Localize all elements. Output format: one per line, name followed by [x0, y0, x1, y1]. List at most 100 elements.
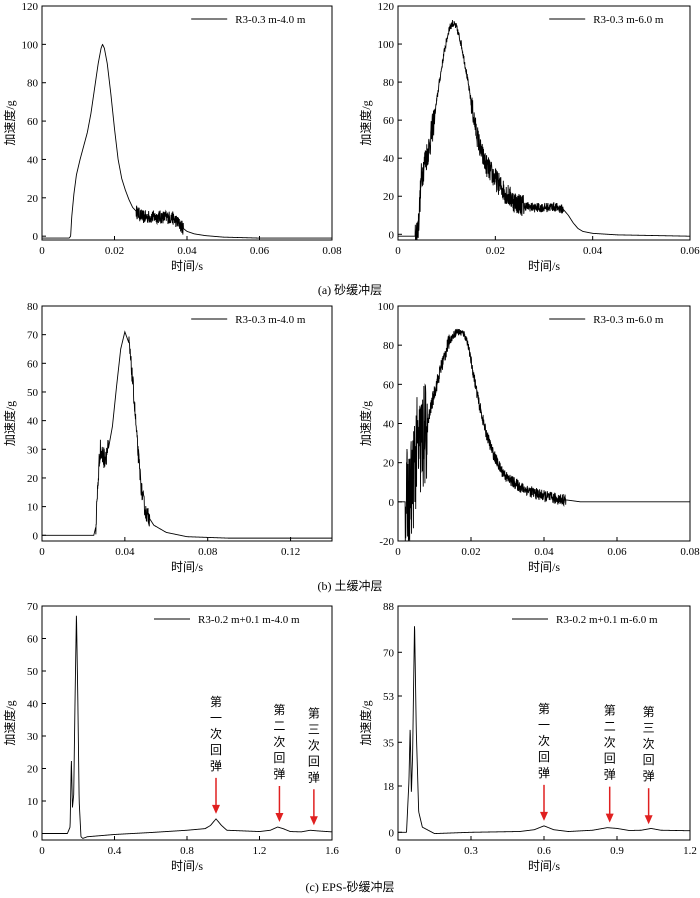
y-tick-label: 70 [27, 601, 39, 613]
annotation-arrow-head [605, 813, 614, 823]
rebound-annotation: 第二次回弹 [273, 703, 285, 781]
chart-panel-6: 0 0.3 0.6 0.9 1.2 0 18 35 53 70 88 时间/s 加速度/g R3-0.2 … [358, 601, 697, 873]
x-tick-label: 0.04 [177, 245, 197, 257]
x-axis-label: 时间/s [528, 560, 560, 574]
y-axis-label: 加速度/g [358, 401, 373, 446]
y-tick-label: 18 [383, 781, 395, 793]
x-tick-label: 0.02 [461, 546, 480, 558]
y-tick-label: 60 [383, 115, 395, 127]
y-tick-label: 40 [383, 153, 395, 165]
y-tick-label: 30 [27, 731, 39, 743]
x-tick-label: 0.3 [464, 845, 478, 857]
x-tick-label: 0.12 [281, 546, 300, 558]
y-tick-label: 40 [383, 419, 395, 431]
x-tick-label: 0.08 [198, 546, 218, 558]
rebound-annotation: 第三次回弹 [308, 706, 320, 784]
y-axis-label: 加速度/g [2, 700, 17, 745]
x-tick-label: 0 [39, 245, 45, 257]
y-tick-label: 60 [383, 379, 395, 391]
y-tick-label: 20 [383, 458, 395, 470]
annotation-arrow-head [540, 811, 548, 821]
y-tick-label: 60 [27, 358, 39, 370]
plot-frame [41, 305, 333, 542]
x-tick-label: 0.8 [180, 845, 194, 857]
y-axis-label: 加速度/g [2, 100, 17, 145]
y-tick-label: 120 [378, 1, 395, 13]
y-tick-label: 50 [27, 387, 39, 399]
x-axis-label: 时间/s [171, 560, 203, 574]
caption-b: (b) 土缓冲层 [318, 578, 383, 593]
y-tick-label: 40 [27, 154, 39, 166]
y-tick-label: 20 [27, 473, 39, 485]
series-line [398, 328, 690, 542]
x-tick-label: 0.08 [322, 245, 342, 257]
series-line [42, 43, 332, 239]
x-tick-label: 0.4 [108, 845, 122, 857]
y-tick-label: 60 [27, 116, 39, 128]
y-tick-label: 80 [27, 78, 39, 90]
caption-a: (a) 砂缓冲层 [318, 282, 382, 297]
y-tick-label: 60 [27, 634, 39, 646]
y-tick-label: 20 [383, 191, 395, 203]
x-tick-label: 0.06 [250, 245, 270, 257]
x-axis-label: 时间/s [528, 859, 560, 873]
x-tick-label: 0.02 [105, 245, 124, 257]
x-tick-label: 0.08 [680, 546, 700, 558]
y-axis-label: 加速度/g [358, 100, 373, 145]
x-tick-label: 0 [39, 845, 45, 857]
y-tick-label: 53 [383, 691, 395, 703]
y-tick-label: 0 [389, 827, 395, 839]
rebound-annotation: 第一次回弹 [538, 702, 550, 780]
legend-label: R3-0.2 m+0.1 m-6.0 m [556, 614, 658, 626]
x-axis-label: 时间/s [528, 259, 560, 273]
legend-label: R3-0.2 m+0.1 m-4.0 m [198, 614, 300, 626]
x-tick-label: 0.04 [115, 546, 135, 558]
series-line [398, 626, 690, 835]
legend-label: R3-0.3 m-6.0 m [593, 314, 664, 326]
x-axis-label: 时间/s [171, 259, 203, 273]
y-tick-label: 70 [383, 647, 395, 659]
caption-c: (c) EPS-砂缓冲层 [306, 879, 395, 894]
x-tick-label: 0.02 [486, 245, 505, 257]
y-tick-label: 40 [27, 699, 39, 711]
y-tick-label: 30 [27, 444, 39, 456]
y-tick-label: 88 [383, 601, 395, 613]
y-tick-label: 50 [27, 666, 39, 678]
x-tick-label: 1.6 [325, 845, 339, 857]
y-tick-label: 100 [378, 301, 395, 313]
chart-panel-1: 0 0.02 0.04 0.06 0.08 0 20 40 60 80 100 120 时间/s 加速度/… [2, 1, 342, 273]
x-tick-label: 0 [395, 245, 401, 257]
x-tick-label: 0.04 [583, 245, 603, 257]
x-tick-label: 0.6 [537, 845, 551, 857]
chart-panel-4: 0 0.02 0.04 0.06 0.08-20020406080100时间/s加速度/… [358, 301, 700, 574]
x-tick-label: 0 [39, 546, 45, 558]
rebound-annotation: 第一次回弹 [210, 695, 222, 773]
y-tick-label: 10 [27, 796, 39, 808]
y-tick-label: 20 [27, 764, 39, 776]
annotation-arrow-head [275, 813, 284, 822]
y-tick-label: -20 [379, 536, 394, 548]
y-tick-label: 0 [33, 829, 39, 841]
x-tick-label: 0 [395, 546, 401, 558]
chart-panel-3: 0 0.04 0.08 0.12 0 10 20 30 40 50 60 70 80 时间/s 加速度/g R… [2, 301, 333, 574]
chart-panel-5: 0 0.4 0.8 1.2 1.6 0 10 20 30 40 50 60 70 时间/s 加速度/g R3-… [2, 601, 339, 873]
x-tick-label: 0.06 [607, 546, 627, 558]
plot-frame [41, 605, 333, 841]
rebound-annotation: 第二次回弹 [604, 704, 616, 782]
annotation-arrow-head [309, 816, 318, 826]
rebound-annotation: 第三次回弹 [643, 705, 655, 783]
x-tick-label: 0 [395, 845, 401, 857]
y-tick-label: 10 [27, 502, 39, 514]
y-tick-label: 0 [33, 530, 39, 542]
x-tick-label: 1.2 [683, 845, 697, 857]
y-tick-label: 70 [27, 330, 39, 342]
x-tick-label: 0.06 [680, 245, 700, 257]
y-tick-label: 80 [27, 301, 39, 313]
x-tick-label: 0.04 [534, 546, 554, 558]
y-tick-label: 80 [383, 340, 395, 352]
y-tick-label: 0 [33, 231, 39, 243]
y-tick-label: 100 [378, 39, 395, 51]
y-tick-label: 0 [389, 497, 395, 509]
y-tick-label: 120 [22, 1, 39, 13]
